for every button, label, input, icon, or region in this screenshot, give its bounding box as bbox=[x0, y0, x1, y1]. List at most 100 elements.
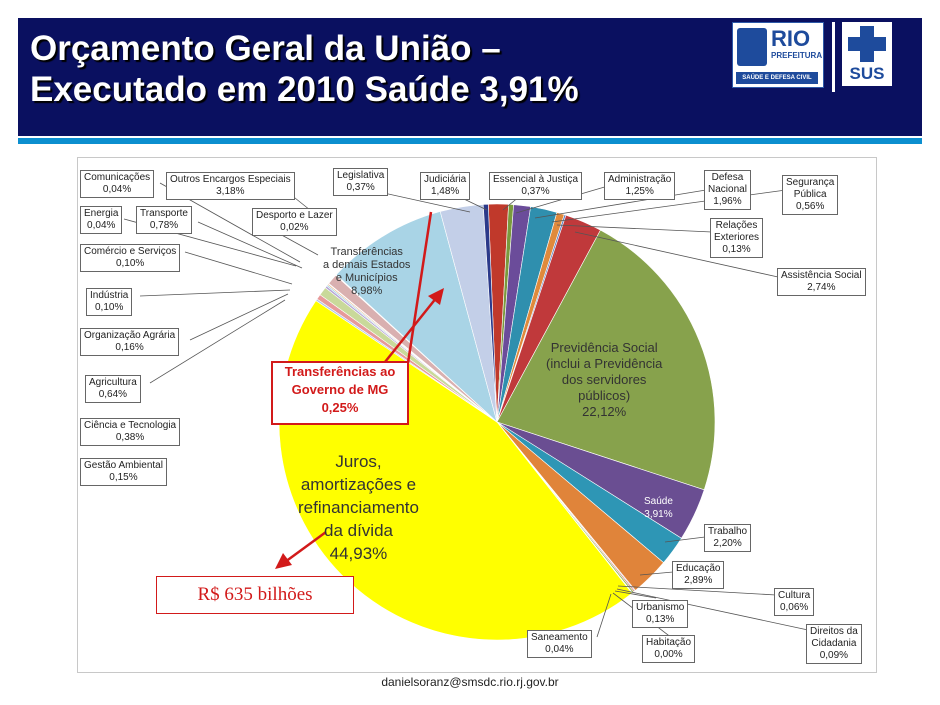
label-trabalho-pct: 2,20% bbox=[713, 538, 742, 549]
juros-pct: 44,93% bbox=[329, 544, 388, 563]
sus-logo: SUS bbox=[842, 22, 892, 86]
label-judiciaria: Judiciária 1,48% bbox=[420, 172, 471, 200]
money-arrow-head bbox=[275, 553, 292, 569]
prev-line2: (inclui a Previdência bbox=[546, 356, 663, 371]
logo-rio-text: RIO bbox=[771, 26, 811, 51]
label-educacao-name: Educação bbox=[676, 563, 721, 574]
label-defesa-line2: Nacional bbox=[708, 184, 747, 195]
label-transporte-name: Transporte bbox=[140, 208, 188, 219]
leader-cultura bbox=[617, 585, 777, 596]
footer-email: danielsoranz@smsdc.rio.rj.gov.br bbox=[381, 675, 559, 689]
label-industria-pct: 0,10% bbox=[95, 302, 124, 313]
label-direitos-line1: Direitos da bbox=[810, 626, 858, 637]
label-ciencia: Ciência e Tecnologia 0,38% bbox=[80, 418, 181, 446]
label-essencial-pct: 0,37% bbox=[521, 186, 550, 197]
label-agricultura: Agricultura 0,64% bbox=[85, 375, 141, 403]
label-comunicacoes-pct: 0,04% bbox=[102, 184, 132, 195]
label-direitos-pct: 0,09% bbox=[819, 650, 849, 661]
label-industria: Indústria 0,10% bbox=[86, 288, 133, 316]
leader-assistencia bbox=[574, 231, 779, 278]
label-direitos: Direitos da Cidadania 0,09% bbox=[806, 624, 862, 664]
label-energia: Energia 0,04% bbox=[80, 206, 123, 234]
inside-label-previdencia: Previdência Social (inclui a Previdência… bbox=[546, 340, 662, 420]
logo-saude-strip: SAÚDE E DEFESA CIVIL bbox=[736, 72, 818, 84]
leader-educacao bbox=[639, 571, 674, 576]
label-assistencia-name: Assistência Social bbox=[781, 270, 862, 281]
label-gestao: Gestão Ambiental 0,15% bbox=[80, 458, 167, 486]
mg-line2: Governo de MG bbox=[291, 382, 389, 397]
label-gestao-name: Gestão Ambiental bbox=[84, 460, 163, 471]
inside-label-saude: Saúde 3,91% bbox=[644, 495, 673, 521]
label-cultura: Cultura 0,06% bbox=[774, 588, 815, 616]
juros-line1: Juros, bbox=[335, 452, 382, 471]
label-transporte-pct: 0,78% bbox=[149, 220, 179, 231]
pie-slice-29 bbox=[482, 203, 498, 423]
mg-pct: 0,25% bbox=[321, 400, 359, 415]
label-judiciaria-name: Judiciária bbox=[424, 174, 467, 185]
label-essencial-name: Essencial à Justiça bbox=[493, 174, 579, 185]
label-desporto: Desporto e Lazer 0,02% bbox=[252, 208, 337, 236]
leader-urbanismo bbox=[614, 590, 657, 599]
label-cultura-name: Cultura bbox=[778, 590, 811, 601]
label-agricultura-name: Agricultura bbox=[89, 377, 137, 388]
label-seguranca-line1: Segurança bbox=[786, 177, 835, 188]
label-seguranca-pct: 0,56% bbox=[796, 201, 825, 212]
label-comercio: Comércio e Serviços 0,10% bbox=[80, 244, 181, 272]
transf-line2: a demais Estados bbox=[323, 259, 411, 271]
leader-saneamento bbox=[596, 593, 612, 638]
label-administracao-name: Administração bbox=[608, 174, 672, 185]
leader-trabalho bbox=[664, 536, 706, 543]
label-org-agraria: Organização Agrária 0,16% bbox=[80, 328, 180, 356]
annotation-arrows bbox=[275, 211, 444, 569]
label-defesa-pct: 1,96% bbox=[713, 196, 742, 207]
transf-pct: 8,98% bbox=[351, 285, 383, 297]
label-seguranca-line2: Pública bbox=[793, 189, 827, 200]
prev-pct: 22,12% bbox=[582, 404, 627, 419]
label-assistencia-pct: 2,74% bbox=[807, 282, 836, 293]
total-amount-callout: R$ 635 bilhões bbox=[156, 576, 354, 614]
logo-sus-text: SUS bbox=[849, 64, 885, 83]
label-industria-name: Indústria bbox=[90, 290, 129, 301]
label-desporto-pct: 0,02% bbox=[280, 222, 309, 233]
title-line-2: Executado em 2010 Saúde 3,91% bbox=[30, 70, 579, 109]
label-comercio-pct: 0,10% bbox=[115, 258, 145, 269]
leader-relacoes bbox=[556, 224, 713, 233]
label-transporte: Transporte 0,78% bbox=[136, 206, 192, 234]
label-ciencia-name: Ciência e Tecnologia bbox=[84, 420, 177, 431]
leader-comercio bbox=[184, 251, 293, 285]
inside-label-juros: Juros, amortizações e refinanciamento da… bbox=[298, 450, 419, 565]
label-relacoes: Relações Exteriores 0,13% bbox=[710, 218, 764, 258]
label-energia-name: Energia bbox=[84, 208, 119, 219]
label-urbanismo-name: Urbanismo bbox=[636, 602, 685, 613]
label-org-agraria-name: Organização Agrária bbox=[84, 330, 176, 341]
mg-transfer-callout: Transferências ao Governo de MG 0,25% bbox=[271, 361, 409, 425]
juros-line2: amortizações e bbox=[300, 475, 417, 494]
leader-agricultura bbox=[149, 299, 286, 384]
juros-line4: da dívida bbox=[323, 521, 393, 540]
label-comunicacoes: Comunicações 0,04% bbox=[80, 170, 155, 198]
transf-line1: Transferências bbox=[330, 246, 403, 258]
pie-slice-27 bbox=[335, 211, 498, 423]
label-defesa: Defesa Nacional 1,96% bbox=[704, 170, 751, 210]
label-urbanismo-pct: 0,13% bbox=[646, 614, 675, 625]
sus-cross-bar bbox=[848, 37, 886, 51]
prev-line4: públicos) bbox=[578, 388, 631, 403]
label-legislativa: Legislativa 0,37% bbox=[333, 168, 389, 196]
label-comercio-name: Comércio e Serviços bbox=[84, 246, 177, 257]
label-cultura-pct: 0,06% bbox=[779, 602, 809, 613]
label-educacao: Educação 2,89% bbox=[672, 561, 725, 589]
label-defesa-line1: Defesa bbox=[711, 172, 744, 183]
label-trabalho-name: Trabalho bbox=[708, 526, 748, 537]
label-habitacao: Habitação 0,00% bbox=[642, 635, 696, 663]
label-habitacao-pct: 0,00% bbox=[654, 649, 683, 660]
pie-slice-7 bbox=[496, 229, 716, 491]
label-outros-encargos: Outros Encargos Especiais 3,18% bbox=[166, 172, 295, 200]
mg-arrow-head bbox=[428, 288, 444, 305]
label-saneamento-name: Saneamento bbox=[531, 632, 588, 643]
leader-direitos bbox=[616, 588, 809, 631]
leader-defesa bbox=[534, 189, 707, 219]
label-ciencia-pct: 0,38% bbox=[115, 432, 145, 443]
label-direitos-line2: Cidadania bbox=[811, 638, 857, 649]
label-habitacao-name: Habitação bbox=[646, 637, 692, 648]
label-urbanismo: Urbanismo 0,13% bbox=[632, 600, 689, 628]
